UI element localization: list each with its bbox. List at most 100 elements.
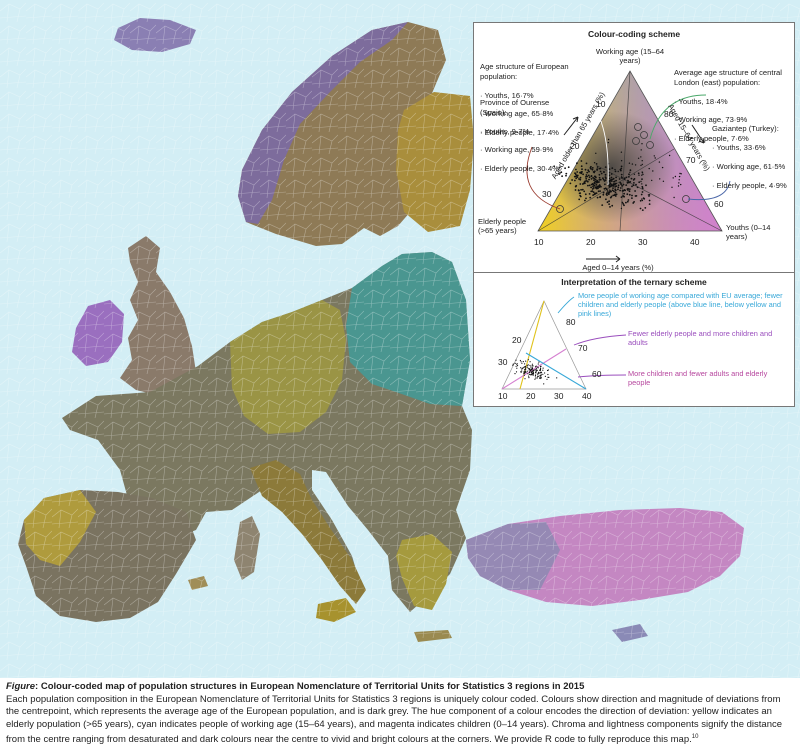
scatter-point [647, 194, 650, 196]
ourense-note-title: Province of Ourense (Spain): [480, 98, 550, 117]
scatter-point [540, 377, 542, 379]
scatter-point [537, 376, 539, 378]
scatter-point [522, 367, 524, 369]
scatter-point [628, 162, 631, 164]
scatter-point [640, 193, 643, 196]
scatter-point [606, 201, 609, 204]
scatter-point [680, 183, 682, 186]
mini-tick-left: 30 [498, 357, 508, 367]
tick-bottom: 10 [534, 237, 544, 247]
scatter-point [608, 181, 611, 183]
scatter-point [623, 204, 625, 207]
scatter-point [608, 200, 610, 203]
scatter-point [633, 182, 635, 184]
scatter-point [532, 365, 534, 367]
gaziantep-note-title: Gaziantep (Turkey): [712, 124, 779, 134]
scatter-point [622, 195, 625, 197]
scatter-point [582, 173, 584, 176]
scatter-point [574, 179, 576, 182]
scatter-point [633, 201, 635, 203]
scatter-point [532, 372, 535, 375]
scatter-point [662, 180, 665, 182]
scatter-point [587, 169, 590, 172]
scatter-point [539, 368, 542, 371]
scatter-point [595, 180, 598, 183]
scatter-point [626, 200, 629, 203]
scatter-point [607, 138, 610, 141]
scatter-point [520, 367, 522, 369]
scatter-point [596, 166, 599, 168]
scatter-point [525, 367, 527, 369]
scatter-point [532, 371, 535, 373]
scatter-point [591, 168, 594, 171]
scatter-point [602, 193, 605, 196]
caption-title: Figure: Colour-coded map of population s… [6, 681, 796, 694]
scatter-point [595, 163, 598, 165]
scatter-point [556, 377, 558, 379]
mini-tick-left: 20 [512, 335, 522, 345]
scatter-point [542, 367, 544, 369]
scatter-point [588, 178, 590, 181]
scatter-point [512, 364, 514, 366]
caption-reference: 10 [691, 734, 699, 741]
scatter-point [640, 164, 642, 167]
scatter-point [535, 370, 537, 372]
scatter-point [579, 171, 581, 174]
scatter-point [585, 162, 588, 165]
london-note-title: Average age structure of central London … [674, 68, 782, 87]
scatter-point [588, 184, 591, 187]
scatter-point [534, 366, 537, 368]
scatter-point [585, 180, 588, 182]
scatter-point [589, 196, 592, 199]
london-note-line: · Working age, 73·9% [674, 115, 748, 125]
scatter-point [590, 165, 592, 168]
scatter-point [569, 182, 572, 185]
scatter-point [641, 185, 644, 188]
scatter-point [595, 176, 597, 179]
scatter-point [608, 168, 611, 171]
axis-arrows [563, 116, 705, 263]
scatter-point [648, 194, 651, 196]
scatter-point [590, 190, 593, 193]
scatter-point [603, 171, 605, 174]
scatter-point [532, 374, 534, 376]
scatter-point [637, 157, 640, 159]
scatter-point [604, 187, 607, 190]
scatter-point [609, 182, 612, 185]
scatter-point [606, 192, 608, 195]
scatter-point [519, 359, 521, 362]
scatter-point [598, 167, 601, 170]
scatter-point [604, 173, 607, 176]
scatter-point [634, 164, 637, 166]
scatter-point [579, 195, 582, 198]
scatter-point [610, 183, 613, 186]
scatter-point [581, 170, 583, 173]
scatter-point [628, 188, 631, 191]
scatter-point [627, 199, 630, 201]
scatter-point [547, 369, 549, 371]
blue-line [525, 352, 587, 390]
scatter-point [583, 190, 586, 193]
scatter-point [528, 369, 530, 371]
scatter-point [639, 199, 642, 202]
scatter-point [633, 173, 636, 175]
scatter-point [615, 193, 618, 196]
scatter-point [620, 165, 623, 168]
scatter-point [580, 165, 583, 168]
scatter-point [658, 161, 661, 163]
scatter-point [592, 176, 594, 179]
scatter-point [590, 168, 592, 170]
scatter-point [581, 168, 583, 171]
scatter-point [596, 196, 599, 199]
scatter-point [599, 170, 602, 173]
scatter-point [542, 369, 544, 371]
axis-bottom-label: Aged 0–14 years (%) [582, 263, 654, 272]
scatter-point [580, 188, 582, 191]
scatter-point [644, 207, 647, 209]
gaziantep-leader [687, 180, 731, 201]
scatter-point [533, 369, 535, 371]
scatter-point [588, 193, 591, 195]
scatter-point [621, 185, 623, 187]
scatter-point [604, 179, 607, 182]
tick-right: 60 [714, 199, 724, 209]
